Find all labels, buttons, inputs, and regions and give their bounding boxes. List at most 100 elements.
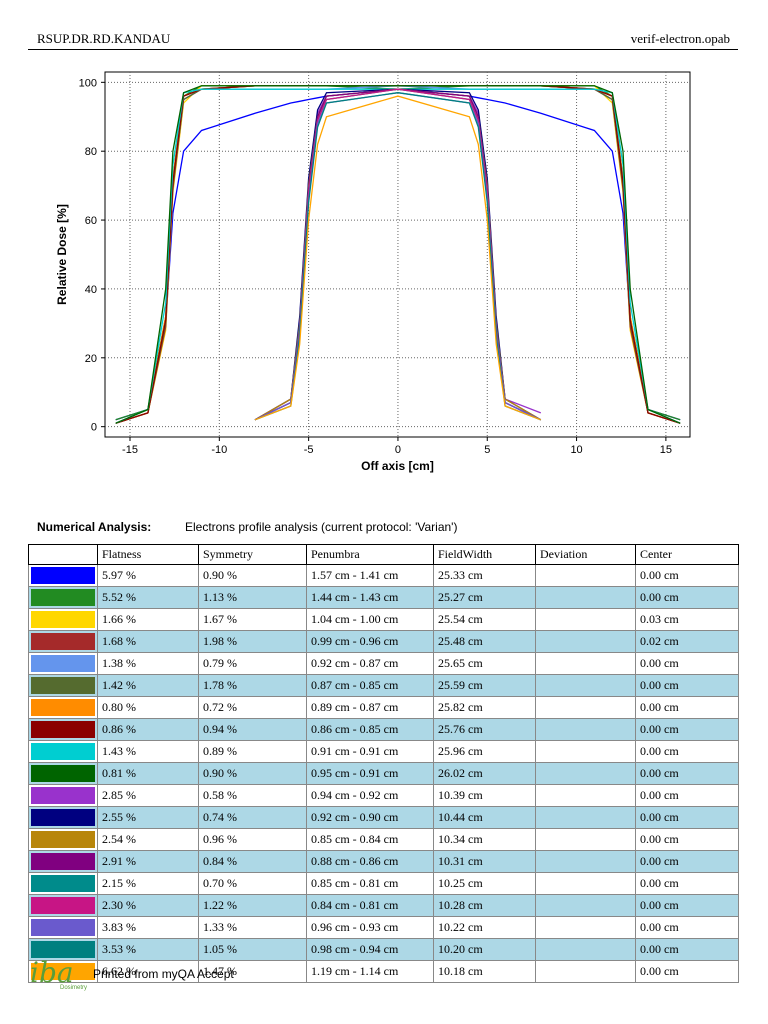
deviation-cell (535, 674, 636, 697)
table-cell: 10.39 cm (433, 784, 536, 807)
table-cell: 25.82 cm (433, 696, 536, 719)
deviation-cell (535, 652, 636, 675)
table-cell: 0.00 cm (635, 806, 739, 829)
table-cell: 26.02 cm (433, 762, 536, 785)
table-cell: 1.43 % (97, 740, 199, 763)
swatch-cell (28, 696, 98, 719)
deviation-cell (535, 828, 636, 851)
color-swatch (31, 919, 95, 936)
table-cell: 0.00 cm (635, 872, 739, 895)
color-swatch (31, 765, 95, 782)
table-cell: 0.94 % (198, 718, 307, 741)
table-row: 3.83 % 1.33 % 0.96 cm - 0.93 cm 10.22 cm 0.0… (28, 916, 739, 939)
table-cell: 0.87 cm - 0.85 cm (306, 674, 434, 697)
footer-text: Printed from myQA Accept (93, 967, 234, 981)
header-cell: Symmetry (198, 544, 307, 565)
color-swatch (31, 589, 95, 606)
swatch-cell (28, 762, 98, 785)
logo-sub: Dosimetry (60, 985, 88, 991)
header-cell: Penumbra (306, 544, 434, 565)
table-cell: 2.85 % (97, 784, 199, 807)
table-cell: 1.44 cm - 1.43 cm (306, 586, 434, 609)
table-row: 0.86 % 0.94 % 0.86 cm - 0.85 cm 25.76 cm 0.0… (28, 718, 739, 741)
table-cell: 10.18 cm (433, 960, 536, 983)
table-cell: 0.00 cm (635, 784, 739, 807)
table-row: 2.30 % 1.22 % 0.84 cm - 0.81 cm 10.28 cm 0.0… (28, 894, 739, 917)
deviation-cell (535, 784, 636, 807)
table-cell: 0.03 cm (635, 608, 739, 631)
table-cell: 0.00 cm (635, 960, 739, 983)
color-swatch (31, 963, 95, 980)
table-cell: 1.19 cm - 1.14 cm (306, 960, 434, 983)
table-row: 5.97 % 0.90 % 1.57 cm - 1.41 cm 25.33 cm 0.0… (28, 564, 739, 587)
table-cell: 0.91 cm - 0.91 cm (306, 740, 434, 763)
table-cell: 0.02 cm (635, 630, 739, 653)
swatch-cell (28, 564, 98, 587)
analysis-label: Numerical Analysis: (37, 520, 152, 534)
swatch-cell (28, 960, 98, 983)
table-cell: 1.13 % (198, 586, 307, 609)
chart: -15 -10 -5 0 5 10 15 0 20 40 60 80 100 Off axis [cm] R… (55, 71, 691, 473)
table-cell: 0.00 cm (635, 564, 739, 587)
table-row: 3.53 % 1.05 % 0.98 cm - 0.94 cm 10.20 cm 0.0… (28, 938, 739, 961)
table-row: 1.42 % 1.78 % 0.87 cm - 0.85 cm 25.59 cm 0.0… (28, 674, 739, 697)
table-cell: 0.94 cm - 0.92 cm (306, 784, 434, 807)
table-cell: 0.00 cm (635, 762, 739, 785)
table-cell: 0.74 % (198, 806, 307, 829)
x-tick-label: -10 (211, 444, 227, 456)
profile-line (254, 95, 542, 421)
swatch-cell (28, 718, 98, 741)
y-tick-label: 40 (85, 284, 97, 296)
color-swatch (31, 567, 95, 584)
y-tick-label: 60 (85, 215, 97, 227)
deviation-cell (535, 850, 636, 873)
table-cell: 25.54 cm (433, 608, 536, 631)
y-axis-label: Relative Dose [%] (55, 204, 69, 305)
table-cell: 1.22 % (198, 894, 307, 917)
color-swatch (31, 831, 95, 848)
results-table: Flatness Symmetry Penumbra FieldWidth Deviat… (28, 544, 739, 983)
table-cell: 25.65 cm (433, 652, 536, 675)
table-row: 0.80 % 0.72 % 0.89 cm - 0.87 cm 25.82 cm 0.0… (28, 696, 739, 719)
table-cell: 5.97 % (97, 564, 199, 587)
table-cell: 0.90 % (198, 564, 307, 587)
table-cell: 0.90 % (198, 762, 307, 785)
table-row: 0.81 % 0.90 % 0.95 cm - 0.91 cm 26.02 cm 0.0… (28, 762, 739, 785)
x-tick-label: 10 (570, 444, 582, 456)
header-row: Flatness Symmetry Penumbra FieldWidth Deviat… (28, 544, 739, 565)
table-row: 2.54 % 0.96 % 0.85 cm - 0.84 cm 10.34 cm 0.0… (28, 828, 739, 851)
table-cell: 0.80 % (97, 696, 199, 719)
deviation-cell (535, 608, 636, 631)
color-swatch (31, 743, 95, 760)
color-swatch (31, 655, 95, 672)
header-cell: Deviation (535, 544, 636, 565)
table-cell: 1.67 % (198, 608, 307, 631)
table-cell: 1.68 % (97, 630, 199, 653)
table-cell: 0.72 % (198, 696, 307, 719)
table-cell: 0.96 % (198, 828, 307, 851)
analysis-text: Electrons profile analysis (current prot… (185, 520, 458, 534)
table-cell: 0.70 % (198, 872, 307, 895)
table-cell: 3.83 % (97, 916, 199, 939)
deviation-cell (535, 938, 636, 961)
table-cell: 1.05 % (198, 938, 307, 961)
table-row: 2.15 % 0.70 % 0.85 cm - 0.81 cm 10.25 cm 0.0… (28, 872, 739, 895)
table-row: 1.43 % 0.89 % 0.91 cm - 0.91 cm 25.96 cm 0.0… (28, 740, 739, 763)
deviation-cell (535, 740, 636, 763)
color-swatch (31, 677, 95, 694)
table-cell: 0.88 cm - 0.86 cm (306, 850, 434, 873)
table-cell: 0.99 cm - 0.96 cm (306, 630, 434, 653)
x-axis-label: Off axis [cm] (361, 459, 434, 473)
deviation-cell (535, 960, 636, 983)
table-cell: 0.00 cm (635, 828, 739, 851)
logo: iba (30, 956, 74, 989)
table-cell: 25.33 cm (433, 564, 536, 587)
color-swatch (31, 897, 95, 914)
swatch-cell (28, 916, 98, 939)
deviation-cell (535, 872, 636, 895)
table-cell: 0.84 cm - 0.81 cm (306, 894, 434, 917)
y-tick-label: 100 (79, 77, 97, 89)
y-tick-label: 80 (85, 146, 97, 158)
header-right: verif-electron.opab (630, 31, 730, 46)
